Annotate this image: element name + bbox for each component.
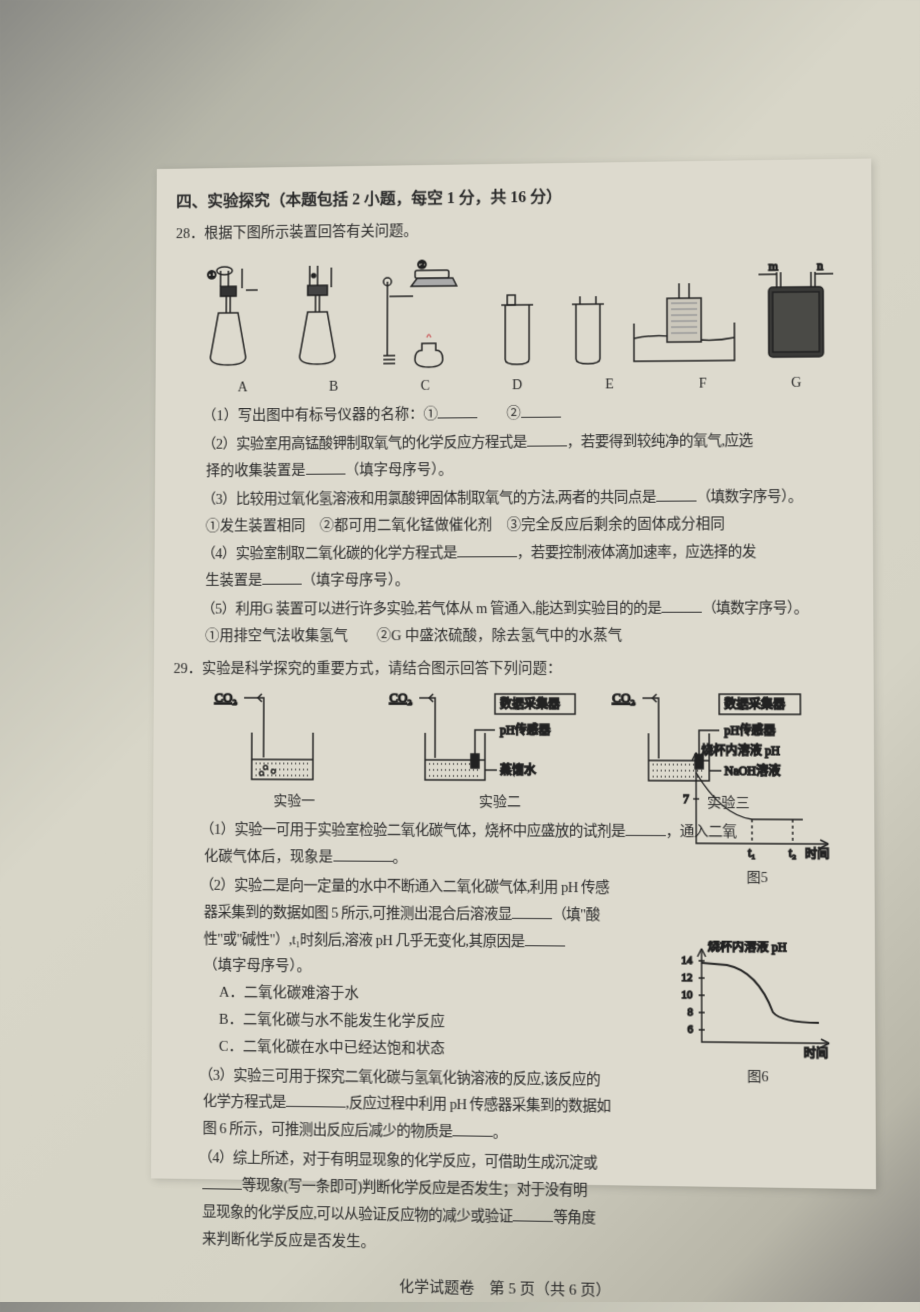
- apparatus-c: ②: [377, 256, 476, 371]
- q29-2: （2）实验二是向一定量的水中不断通入二氧化碳气体,利用 pH 传感: [172, 873, 671, 903]
- chart6-container: 烧杯内溶液 pH 14 12 10 8 6 时间 图6: [671, 940, 845, 1092]
- svg-text:时间: 时间: [805, 847, 830, 861]
- q28-4-cont: 生装置是（填字母序号）。: [174, 566, 843, 594]
- svg-text:pH传感器: pH传感器: [725, 724, 776, 738]
- svg-text:7: 7: [683, 792, 689, 806]
- svg-text:CO₂: CO₂: [214, 691, 236, 705]
- apparatus-diagram: ①: [199, 247, 842, 372]
- apparatus-e: [558, 255, 618, 370]
- svg-text:n: n: [817, 259, 823, 273]
- q28-3: （3）比较用过氧化氢溶液和用氯酸钾固体制取氧气的方法,两者的共同点是（填数字序号…: [174, 483, 842, 513]
- q28-2-cont: 择的收集装置是（填字母序号）。: [175, 455, 843, 486]
- label-f: F: [667, 372, 738, 398]
- label-c: C: [390, 374, 459, 400]
- apparatus-labels: A B C D E F G: [208, 371, 831, 402]
- q28-1: （1）写出图中有标号仪器的名称：① ②: [175, 399, 842, 431]
- svg-text:蒸馏水: 蒸馏水: [500, 763, 536, 777]
- page-footer: 化学试题卷 第 5 页（共 6 页）: [170, 1271, 846, 1311]
- q28-stem: 28．根据下图所示装置回答有关问题。: [176, 212, 841, 247]
- svg-text:t₂: t₂: [789, 846, 797, 860]
- chart6: 烧杯内溶液 pH 14 12 10 8 6 时间: [671, 940, 839, 1064]
- exam-page: 四、实验探究（本题包括 2 小题，每空 1 分，共 16 分） 28．根据下图所…: [151, 159, 876, 1190]
- apparatus-g: m n: [750, 252, 841, 368]
- q28-5: （5）利用G 装置可以进行许多实验,若气体从 m 管通入,能达到实验目的的是（填…: [174, 595, 843, 623]
- exp-2: CO₂ 数据采集器 pH传感器 蒸馏水: [385, 688, 605, 789]
- exp-1: CO₂: [204, 688, 382, 788]
- q29-2b: 器采集到的数据如图 5 所示,可推测出混合后溶液显（填"酸: [172, 899, 671, 929]
- label-b: B: [299, 375, 368, 401]
- label-g: G: [761, 371, 832, 397]
- svg-text:时间: 时间: [804, 1046, 829, 1061]
- chart5-container: 烧杯内溶液 pH 7 t₁ t₂ 时间 图5: [671, 742, 844, 892]
- chart5: 烧杯内溶液 pH 7 t₁ t₂ 时间: [671, 742, 839, 864]
- svg-text:m: m: [768, 260, 778, 274]
- q28-3-opts: ①发生装置相同 ②都可用二氧化锰做催化剂 ③完全反应后剩余的固体成分相同: [174, 510, 842, 540]
- svg-text:烧杯内溶液 pH: 烧杯内溶液 pH: [701, 743, 780, 757]
- q28-4: （4）实验室制取二氧化碳的化学方程式是，若要控制液体滴加速率，应选择的发: [174, 539, 842, 568]
- label-e: E: [575, 373, 645, 399]
- svg-text:t₁: t₁: [748, 846, 756, 860]
- svg-text:14: 14: [681, 954, 693, 966]
- svg-text:数据采集器: 数据采集器: [725, 697, 786, 711]
- svg-text:CO₂: CO₂: [389, 691, 411, 705]
- q28-2: （2）实验室用高锰酸钾制取氧气的化学反应方程式是，若要得到较纯净的氧气,应选: [175, 428, 842, 459]
- chart5-caption: 图5: [671, 865, 844, 892]
- section-title: 四、实验探究（本题包括 2 小题，每空 1 分，共 16 分）: [176, 179, 841, 217]
- svg-text:pH传感器: pH传感器: [500, 723, 551, 737]
- svg-text:数据采集器: 数据采集器: [500, 697, 560, 711]
- apparatus-a: ①: [199, 259, 278, 373]
- apparatus-d: [487, 256, 547, 370]
- chart6-caption: 图6: [671, 1064, 844, 1092]
- svg-text:6: 6: [687, 1023, 693, 1035]
- q29-2c: 性"或"碱性"）,t₁时刻后,溶液 pH 几乎无变化,其原因是: [172, 926, 671, 957]
- svg-text:8: 8: [687, 1006, 693, 1018]
- label-a: A: [208, 376, 277, 402]
- q29-stem: 29．实验是科学探究的重要方式，请结合图示回答下列问题：: [173, 655, 843, 682]
- q28-5-opts: ①用排空气法收集氢气 ②G 中盛浓硫酸，除去氢气中的水蒸气: [174, 622, 843, 649]
- apparatus-b: [288, 258, 367, 372]
- svg-text:CO₂: CO₂: [613, 691, 636, 705]
- svg-text:①: ①: [207, 270, 217, 282]
- label-d: D: [482, 373, 552, 399]
- q29-optC: C．二氧化碳在水中已经达饱和状态: [171, 1033, 671, 1066]
- apparatus-f: [629, 253, 740, 369]
- svg-text:烧杯内溶液 pH: 烧杯内溶液 pH: [708, 940, 787, 954]
- svg-text:12: 12: [681, 972, 692, 984]
- svg-text:10: 10: [681, 989, 693, 1001]
